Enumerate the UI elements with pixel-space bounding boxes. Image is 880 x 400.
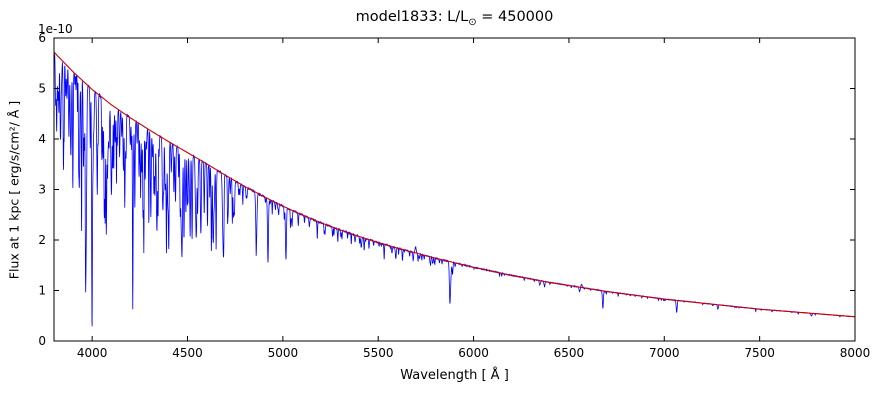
y-tick-label: 5 — [38, 82, 46, 96]
x-tick-label: 4000 — [77, 346, 108, 360]
chart-title: model1833: L/L⊙ = 450000 — [54, 9, 855, 28]
chart-title-suffix: = 450000 — [476, 9, 554, 25]
x-tick-label: 7000 — [649, 346, 680, 360]
y-tick-label: 1 — [38, 284, 46, 298]
x-tick-label: 5500 — [363, 346, 394, 360]
x-tick-label: 6500 — [554, 346, 585, 360]
chart-title-prefix: model1833: L/L — [355, 9, 469, 25]
sun-symbol: ⊙ — [468, 17, 477, 28]
x-tick-label: 8000 — [840, 346, 871, 360]
y-tick-label: 6 — [38, 31, 46, 45]
y-tick-label: 4 — [38, 132, 46, 146]
x-tick-label: 6000 — [458, 346, 489, 360]
x-tick-label: 4500 — [172, 346, 203, 360]
y-axis-offset-label: 1e-10 — [38, 22, 73, 36]
y-tick-label: 3 — [38, 183, 46, 197]
x-axis-label: Wavelength [ Å ] — [400, 368, 509, 383]
spectrum-line — [53, 50, 856, 327]
y-tick-label: 0 — [38, 334, 46, 348]
x-tick-label: 7500 — [744, 346, 775, 360]
y-tick-label: 2 — [38, 233, 46, 247]
x-tick-label: 5000 — [268, 346, 299, 360]
continuum-line — [53, 51, 856, 318]
